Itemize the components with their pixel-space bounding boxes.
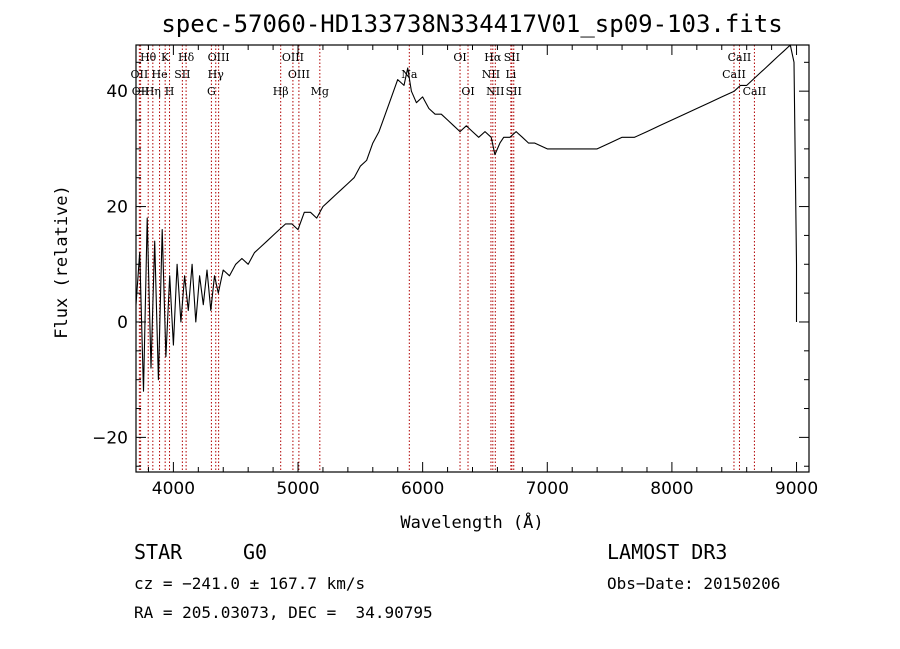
x-tick-label: 9000 <box>775 479 818 499</box>
spectral-line-label: OI <box>453 51 466 64</box>
spectral-line-label: SII <box>504 51 520 64</box>
axis-ticks-layer: 4000 5000 6000 7000 8000 9000 −20 0 20 40 <box>92 45 818 499</box>
spectral-line-label: Hα <box>484 51 502 64</box>
spectral-line-label: CaII <box>743 85 767 98</box>
x-tick-label: 4000 <box>152 479 195 499</box>
spectrum-series-layer <box>135 44 798 392</box>
spectral-line-label: OI <box>461 85 474 98</box>
spectral-line-label: SII <box>506 85 522 98</box>
spectral-line-label: NII <box>486 85 504 98</box>
y-tick-label: 20 <box>106 198 128 218</box>
x-tick-label: 8000 <box>650 479 693 499</box>
obs-date-text: Obs−Date: 20150206 <box>607 574 781 593</box>
y-tick-label: 0 <box>117 313 128 333</box>
spectral-line-label: OIII <box>208 51 230 64</box>
chart-title: spec-57060-HD133738N334417V01_sp09-103.f… <box>161 10 782 38</box>
spectral-line-label: Hβ <box>273 85 289 98</box>
y-tick-label: 40 <box>106 82 128 102</box>
coordinates-text: RA = 205.03073, DEC = 34.90795 <box>134 603 433 622</box>
spectrum-line <box>135 44 798 392</box>
y-tick-label: −20 <box>92 428 128 448</box>
spectral-line-label: OII <box>131 68 149 81</box>
y-axis-label: Flux (relative) <box>52 185 72 339</box>
survey-text: LAMOST DR3 <box>607 540 728 564</box>
spectral-line-label: G <box>207 85 216 98</box>
redshift-text: cz = −241.0 ± 167.7 km/s <box>134 574 366 593</box>
spectral-line-label: CaII <box>728 51 752 64</box>
spectral-line-label: OIII <box>282 51 304 64</box>
spectral-line-label: K <box>161 51 170 64</box>
spectral-line-label: OIII <box>288 68 310 81</box>
x-tick-label: 5000 <box>276 479 319 499</box>
spectral-lines-layer <box>138 45 755 472</box>
x-axis-label: Wavelength (Å) <box>400 511 543 533</box>
spectral-line-label: Hη <box>145 85 161 98</box>
spectral-line-label: Li <box>505 68 516 81</box>
spectral-line-label: Hδ <box>178 51 195 64</box>
x-tick-label: 7000 <box>526 479 569 499</box>
spectral-line-label: NII <box>482 68 500 81</box>
object-class-text: STAR <box>134 540 183 564</box>
subclass-text: G0 <box>243 540 268 564</box>
spectral-line-label: CaII <box>722 68 746 81</box>
spectral-line-label: SII <box>174 68 190 81</box>
spectral-line-label: Mg <box>311 85 329 98</box>
spectral-line-label: H <box>165 85 175 98</box>
spectral-line-label: Hθ <box>140 51 157 64</box>
x-tick-label: 6000 <box>401 479 444 499</box>
spectral-line-label: He <box>152 68 168 81</box>
spectral-line-label: Hγ <box>208 68 225 81</box>
plot-frame <box>135 44 810 473</box>
